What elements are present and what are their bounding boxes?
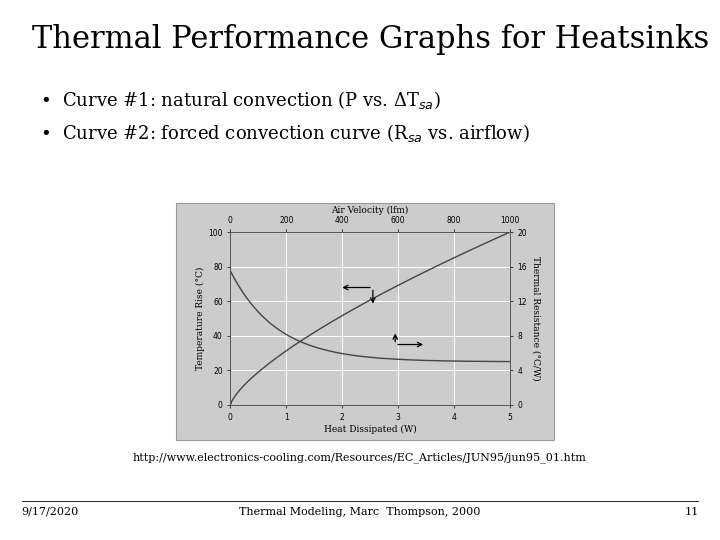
X-axis label: Heat Dissipated (W): Heat Dissipated (W) xyxy=(324,424,416,434)
Text: Thermal Modeling, Marc  Thompson, 2000: Thermal Modeling, Marc Thompson, 2000 xyxy=(239,507,481,517)
Bar xyxy=(176,202,554,440)
Text: 9/17/2020: 9/17/2020 xyxy=(22,507,79,517)
Text: •  Curve #1: natural convection (P vs. ΔT$_{sa}$): • Curve #1: natural convection (P vs. ΔT… xyxy=(40,89,441,111)
Text: Thermal Performance Graphs for Heatsinks: Thermal Performance Graphs for Heatsinks xyxy=(32,24,710,55)
Y-axis label: Temperature Rise (°C): Temperature Rise (°C) xyxy=(197,267,205,370)
Text: http://www.electronics-cooling.com/Resources/EC_Articles/JUN95/jun95_01.htm: http://www.electronics-cooling.com/Resou… xyxy=(133,453,587,463)
Y-axis label: Thermal Resistance (°C/W): Thermal Resistance (°C/W) xyxy=(531,256,540,381)
X-axis label: Air Velocity (lfm): Air Velocity (lfm) xyxy=(331,206,409,215)
Text: 11: 11 xyxy=(684,507,698,517)
Text: •  Curve #2: forced convection curve (R$_{sa}$ vs. airflow): • Curve #2: forced convection curve (R$_… xyxy=(40,122,529,144)
